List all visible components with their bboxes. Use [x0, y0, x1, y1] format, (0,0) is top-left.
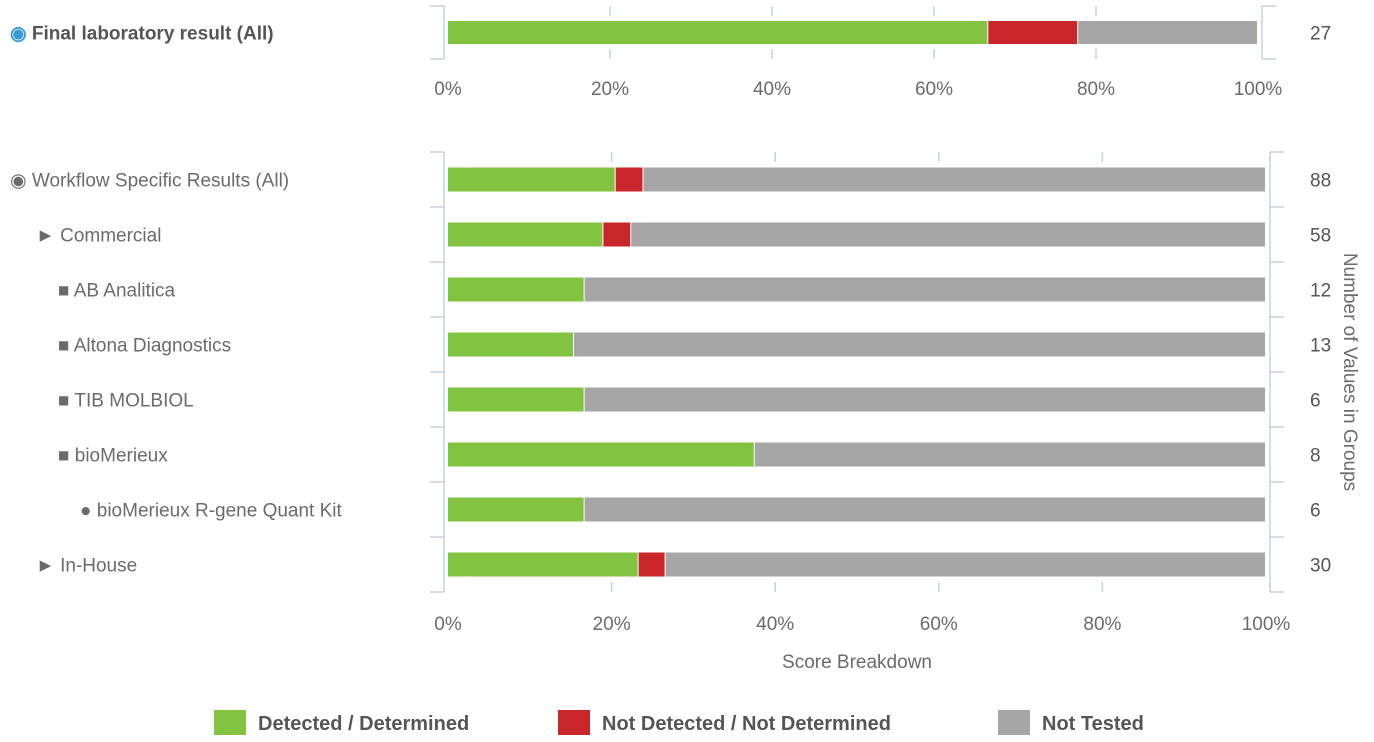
right-axis-title: Number of Values in Groups	[1339, 253, 1360, 491]
group-count: 27	[1310, 24, 1331, 45]
category-text: Final laboratory result (All)	[32, 24, 274, 45]
x-tick-label: 100%	[1234, 79, 1283, 100]
bar-detected-determined-biomerieux-r-gene-quant-kit	[448, 497, 584, 522]
category-text: In-House	[60, 556, 137, 577]
x-tick-label: 40%	[756, 614, 794, 635]
category-label: ► Commercial	[36, 226, 161, 247]
category-symbol: ►	[36, 226, 60, 247]
bar-detected-determined-commercial	[448, 222, 603, 247]
legend-label-not-tested: Not Tested	[1042, 713, 1144, 735]
x-tick-label: 60%	[915, 79, 953, 100]
group-count: 13	[1310, 336, 1331, 357]
legend-swatch-detected-determined	[214, 710, 246, 735]
category-label: ■ bioMerieux	[58, 446, 168, 467]
bar-detected-determined-biomerieux	[448, 442, 754, 467]
category-symbol: ◉	[10, 171, 32, 192]
group-count: 12	[1310, 281, 1331, 302]
category-symbol: ►	[36, 556, 60, 577]
category-text: TIB MOLBIOL	[74, 391, 193, 412]
bar-detected-determined-final-laboratory-result-all	[448, 21, 988, 44]
category-label: ■ Altona Diagnostics	[58, 336, 231, 357]
bar-not-detected-not-determined-in-house	[638, 552, 665, 577]
x-tick-label: 100%	[1242, 614, 1291, 635]
group-count: 58	[1310, 226, 1331, 247]
category-symbol: ◉	[10, 24, 32, 45]
category-label: ● bioMerieux R-gene Quant Kit	[80, 501, 343, 522]
bar-not-detected-not-determined-final-laboratory-result-all	[988, 21, 1078, 44]
legend-swatch-not-detected-not-determined	[558, 710, 590, 735]
group-count: 30	[1310, 556, 1331, 577]
group-count: 8	[1310, 446, 1321, 467]
category-text: AB Analitica	[74, 281, 176, 302]
bar-detected-determined-ab-analitica	[448, 277, 584, 302]
group-count: 88	[1310, 171, 1331, 192]
category-symbol: ■	[58, 281, 74, 302]
x-tick-label: 0%	[434, 614, 462, 635]
group-count: 6	[1310, 391, 1321, 412]
bar-detected-determined-workflow-specific-results-all	[448, 167, 615, 192]
category-text: bioMerieux R-gene Quant Kit	[97, 501, 343, 522]
legend-label-not-detected-not-determined: Not Detected / Not Determined	[602, 713, 891, 735]
x-tick-label: 20%	[591, 79, 629, 100]
bar-not-tested-final-laboratory-result-all	[1078, 21, 1257, 44]
category-text: Commercial	[60, 226, 161, 247]
category-text: Altona Diagnostics	[74, 336, 231, 357]
category-label: ◉ Final laboratory result (All)	[10, 24, 274, 45]
bar-not-tested-tib-molbiol	[584, 387, 1265, 412]
category-symbol: ■	[58, 336, 74, 357]
bar-not-tested-ab-analitica	[584, 277, 1265, 302]
bar-detected-determined-altona-diagnostics	[448, 332, 573, 357]
bar-not-tested-workflow-specific-results-all	[643, 167, 1265, 192]
category-text: bioMerieux	[75, 446, 168, 467]
legend-label-detected-determined: Detected / Determined	[258, 713, 469, 735]
x-tick-label: 80%	[1083, 614, 1121, 635]
legend: Detected / Determined Not Detected / Not …	[214, 710, 1144, 735]
x-tick-label: 20%	[593, 614, 631, 635]
x-tick-label: 80%	[1077, 79, 1115, 100]
x-tick-label: 40%	[753, 79, 791, 100]
panel-1: 0% 20% 40% 60% 80% 100% ◉ Final laboratory res…	[10, 5, 1331, 100]
bar-detected-determined-in-house	[448, 552, 638, 577]
bar-not-detected-not-determined-commercial	[603, 222, 631, 247]
category-label: ■ TIB MOLBIOL	[58, 391, 194, 412]
category-symbol: ■	[58, 446, 75, 467]
bar-detected-determined-tib-molbiol	[448, 387, 584, 412]
x-tick-label: 60%	[920, 614, 958, 635]
bar-not-tested-altona-diagnostics	[573, 332, 1265, 357]
category-label: ► In-House	[36, 556, 137, 577]
bar-not-tested-commercial	[631, 222, 1265, 247]
x-axis-title: Score Breakdown	[782, 652, 932, 673]
group-count: 6	[1310, 501, 1321, 522]
legend-swatch-not-tested	[998, 710, 1030, 735]
bar-not-detected-not-determined-workflow-specific-results-all	[615, 167, 643, 192]
bar-not-tested-biomerieux	[754, 442, 1265, 467]
bar-not-tested-biomerieux-r-gene-quant-kit	[584, 497, 1265, 522]
category-text: Workflow Specific Results (All)	[32, 171, 289, 192]
category-label: ◉ Workflow Specific Results (All)	[10, 171, 289, 192]
x-tick-label: 0%	[434, 79, 462, 100]
bar-not-tested-in-house	[665, 552, 1265, 577]
category-symbol: ■	[58, 391, 74, 412]
category-label: ■ AB Analitica	[58, 281, 176, 302]
category-symbol: ●	[80, 501, 97, 522]
panel-2: 0% 20% 40% 60% 80% 100% ◉ Workflow Specific Re…	[10, 151, 1360, 673]
